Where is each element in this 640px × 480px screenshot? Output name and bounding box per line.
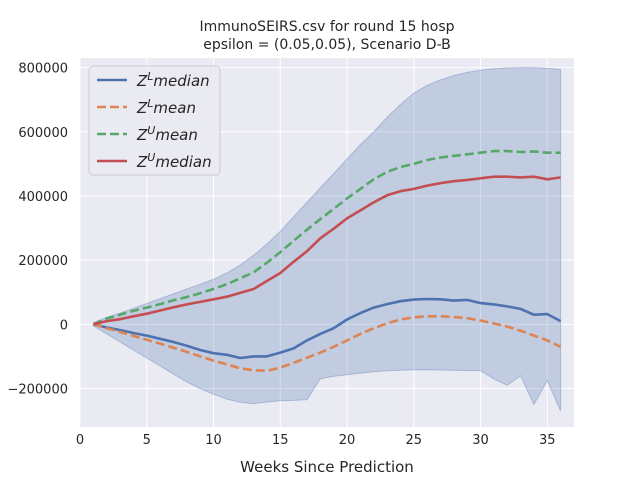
y-tick-label: 800000 (18, 62, 68, 77)
series-line-2 (93, 314, 562, 373)
x-axis-label: Weeks Since Prediction (240, 458, 414, 476)
x-axis-ticks: 0 5 10 15 20 25 30 35 (76, 433, 556, 448)
y-tick-label: 200000 (18, 254, 68, 269)
y-axis-ticks: −200000 0 200000 400000 600000 800000 (7, 62, 68, 398)
series-line-1 (93, 297, 562, 360)
legend: ZLmedian ZLmean ZUmean ZUmedian (88, 65, 221, 176)
x-tick-label: 30 (472, 433, 489, 448)
y-tick-label: 600000 (18, 126, 68, 141)
lines-layer (92, 149, 562, 373)
y-tick-label: −200000 (7, 382, 68, 397)
legend-label: ZUmedian (136, 151, 212, 171)
y-tick-label: 0 (60, 318, 68, 333)
band-layer (92, 67, 562, 412)
x-tick-label: 35 (539, 433, 556, 448)
legend-label: ZLmean (136, 97, 196, 117)
y-tick-label: 400000 (18, 190, 68, 205)
series-line-3 (92, 149, 561, 326)
x-tick-label: 10 (205, 433, 222, 448)
x-tick-label: 25 (406, 433, 423, 448)
series-line-4 (93, 175, 561, 326)
x-tick-label: 20 (339, 433, 356, 448)
confidence-band (92, 67, 562, 412)
x-tick-label: 5 (143, 433, 151, 448)
legend-label: ZUmean (136, 124, 198, 144)
chart-subtitle: epsilon = (0.05,0.05), Scenario D-B (203, 37, 451, 53)
x-tick-label: 15 (272, 433, 289, 448)
legend-box (88, 65, 221, 176)
x-tick-label: 0 (76, 433, 84, 448)
chart-title: ImmunoSEIRS.csv for round 15 hosp (199, 19, 454, 35)
legend-label: ZLmedian (136, 70, 210, 90)
